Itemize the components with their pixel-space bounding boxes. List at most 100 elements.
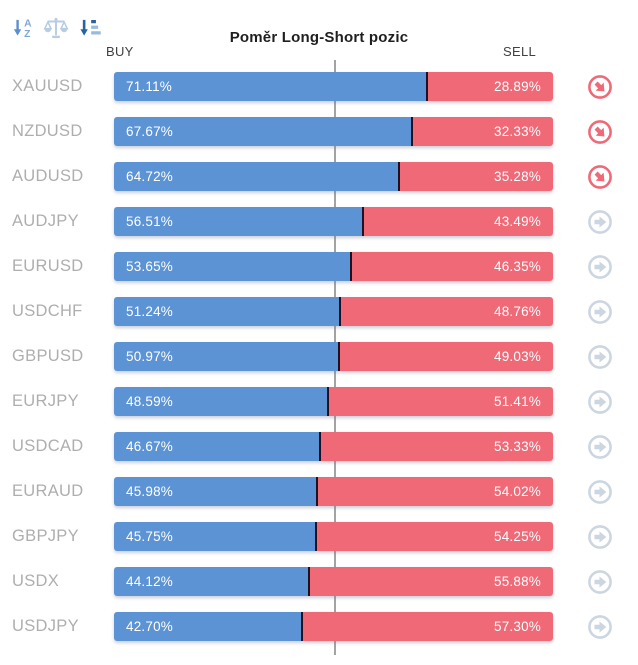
ratio-bar: 44.12% 55.88%	[114, 567, 553, 596]
table-row: GBPJPY 45.75% 54.25%	[0, 514, 638, 559]
symbol-label: USDX	[12, 572, 60, 590]
symbol-label: EURUSD	[12, 257, 84, 275]
ratio-bar: 50.97% 49.03%	[114, 342, 553, 371]
symbol-label: GBPUSD	[12, 347, 84, 365]
buy-segment: 45.75%	[114, 522, 315, 551]
ratio-bar: 56.51% 43.49%	[114, 207, 553, 236]
buy-segment: 71.11%	[114, 72, 427, 101]
symbol-label: USDJPY	[12, 617, 79, 635]
sell-percentage: 43.49%	[494, 214, 541, 229]
buy-segment: 46.67%	[114, 432, 319, 461]
sell-segment: 53.33%	[318, 432, 553, 461]
scale-balance-icon[interactable]	[43, 15, 69, 41]
table-row: AUDJPY 56.51% 43.49%	[0, 199, 638, 244]
ratio-bar: 45.75% 54.25%	[114, 522, 553, 551]
sell-segment: 49.03%	[337, 342, 553, 371]
buy-percentage: 48.59%	[126, 394, 173, 409]
buy-column-header: BUY	[106, 44, 134, 59]
arrow-right-icon[interactable]	[587, 209, 613, 235]
buy-segment: 42.70%	[114, 612, 302, 641]
sell-segment: 43.49%	[362, 207, 553, 236]
ratio-bar: 53.65% 46.35%	[114, 252, 553, 281]
table-row: EURUSD 53.65% 46.35%	[0, 244, 638, 289]
ratio-bar: 67.67% 32.33%	[114, 117, 553, 146]
symbol-label: AUDUSD	[12, 167, 84, 185]
symbol-label: USDCAD	[12, 437, 84, 455]
arrow-right-icon[interactable]	[587, 299, 613, 325]
page-title: Poměr Long-Short pozic	[229, 29, 409, 46]
svg-text:Z: Z	[24, 29, 30, 40]
ratio-bar: 71.11% 28.89%	[114, 72, 553, 101]
ratio-rows: XAUUSD 71.11% 28.89% NZDUSD 67.67% 32.33…	[0, 64, 638, 649]
arrow-right-icon[interactable]	[587, 434, 613, 460]
sell-segment: 51.41%	[327, 387, 553, 416]
symbol-label: USDCHF	[12, 302, 83, 320]
sell-segment: 48.76%	[338, 297, 553, 326]
buy-percentage: 56.51%	[126, 214, 173, 229]
sell-percentage: 48.76%	[494, 304, 541, 319]
sort-alphabetical-icon[interactable]: A Z	[10, 15, 36, 41]
buy-segment: 45.98%	[114, 477, 316, 506]
ratio-bar: 45.98% 54.02%	[114, 477, 553, 506]
table-row: AUDUSD 64.72% 35.28%	[0, 154, 638, 199]
arrow-right-icon[interactable]	[587, 524, 613, 550]
buy-percentage: 45.98%	[126, 484, 173, 499]
sell-column-header: SELL	[503, 44, 537, 59]
buy-segment: 56.51%	[114, 207, 363, 236]
sell-percentage: 53.33%	[494, 439, 541, 454]
table-row: XAUUSD 71.11% 28.89%	[0, 64, 638, 109]
buy-segment: 51.24%	[114, 297, 339, 326]
buy-percentage: 45.75%	[126, 529, 173, 544]
arrow-right-icon[interactable]	[587, 344, 613, 370]
table-row: USDCAD 46.67% 53.33%	[0, 424, 638, 469]
arrow-right-icon[interactable]	[587, 614, 613, 640]
symbol-label: EURAUD	[12, 482, 84, 500]
buy-segment: 67.67%	[114, 117, 412, 146]
table-row: NZDUSD 67.67% 32.33%	[0, 109, 638, 154]
sell-percentage: 32.33%	[494, 124, 541, 139]
arrow-down-right-icon[interactable]	[587, 119, 613, 145]
sell-percentage: 54.02%	[494, 484, 541, 499]
sell-segment: 28.89%	[426, 72, 553, 101]
symbol-label: GBPJPY	[12, 527, 79, 545]
symbol-label: XAUUSD	[12, 77, 83, 95]
sell-percentage: 57.30%	[494, 619, 541, 634]
sell-percentage: 55.88%	[494, 574, 541, 589]
arrow-right-icon[interactable]	[587, 569, 613, 595]
sell-segment: 32.33%	[411, 117, 553, 146]
sell-percentage: 35.28%	[494, 169, 541, 184]
buy-percentage: 53.65%	[126, 259, 173, 274]
sell-segment: 55.88%	[307, 567, 553, 596]
buy-segment: 53.65%	[114, 252, 350, 281]
ratio-bar: 51.24% 48.76%	[114, 297, 553, 326]
arrow-down-right-icon[interactable]	[587, 164, 613, 190]
ratio-bar: 48.59% 51.41%	[114, 387, 553, 416]
table-row: USDCHF 51.24% 48.76%	[0, 289, 638, 334]
buy-percentage: 67.67%	[126, 124, 173, 139]
arrow-down-right-icon[interactable]	[587, 74, 613, 100]
table-row: GBPUSD 50.97% 49.03%	[0, 334, 638, 379]
arrow-right-icon[interactable]	[587, 254, 613, 280]
symbol-label: NZDUSD	[12, 122, 83, 140]
buy-percentage: 46.67%	[126, 439, 173, 454]
sell-percentage: 51.41%	[494, 394, 541, 409]
symbol-label: EURJPY	[12, 392, 79, 410]
table-row: USDX 44.12% 55.88%	[0, 559, 638, 604]
sell-segment: 46.35%	[349, 252, 553, 281]
arrow-right-icon[interactable]	[587, 479, 613, 505]
sell-percentage: 46.35%	[494, 259, 541, 274]
buy-segment: 64.72%	[114, 162, 399, 191]
ratio-bar: 42.70% 57.30%	[114, 612, 553, 641]
arrow-right-icon[interactable]	[587, 389, 613, 415]
table-row: USDJPY 42.70% 57.30%	[0, 604, 638, 649]
sell-percentage: 28.89%	[494, 79, 541, 94]
buy-percentage: 71.11%	[126, 79, 172, 94]
buy-percentage: 64.72%	[126, 169, 173, 184]
sell-segment: 54.25%	[314, 522, 553, 551]
buy-percentage: 51.24%	[126, 304, 173, 319]
symbol-label: AUDJPY	[12, 212, 79, 230]
buy-percentage: 42.70%	[126, 619, 173, 634]
sell-percentage: 54.25%	[494, 529, 541, 544]
sort-amount-icon[interactable]	[76, 15, 102, 41]
